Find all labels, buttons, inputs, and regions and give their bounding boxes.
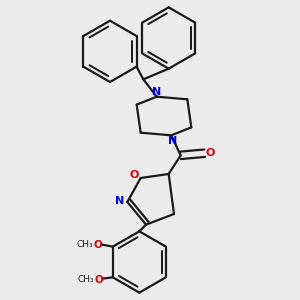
Text: N: N [168,136,177,146]
Text: N: N [152,87,161,97]
Text: N: N [115,196,124,206]
Text: O: O [205,148,215,158]
Text: O: O [95,275,103,285]
Text: CH₃: CH₃ [76,240,93,249]
Text: CH₃: CH₃ [77,275,94,284]
Text: O: O [94,239,102,250]
Text: O: O [129,170,139,180]
